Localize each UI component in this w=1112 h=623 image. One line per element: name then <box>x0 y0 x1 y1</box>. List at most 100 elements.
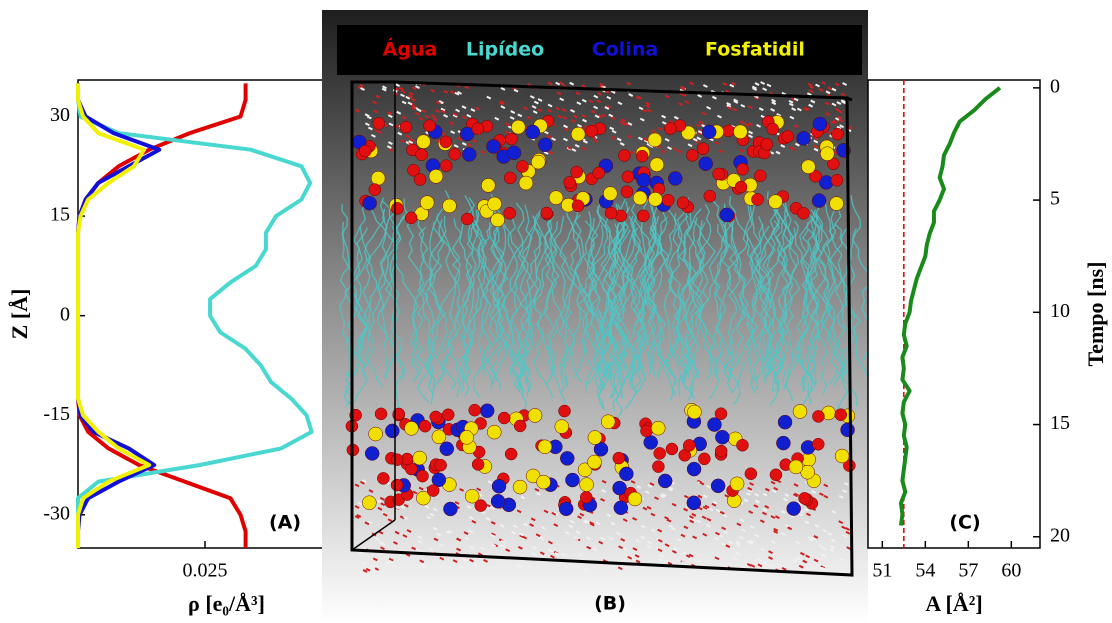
lipid-chain <box>456 203 483 384</box>
water <box>401 100 407 105</box>
lipid-chain <box>823 196 869 377</box>
lipid-chain <box>724 216 754 395</box>
lipid-chain <box>614 223 630 396</box>
water <box>824 101 830 106</box>
lipid-chain <box>358 197 386 366</box>
water <box>632 517 637 521</box>
lipid-chain <box>393 198 422 379</box>
molecules <box>339 81 876 573</box>
x-tick-label: 0.025 <box>182 560 227 582</box>
water <box>692 535 698 540</box>
water <box>380 546 385 551</box>
water <box>418 116 424 121</box>
water <box>722 82 728 86</box>
water <box>596 99 602 104</box>
water <box>811 490 817 494</box>
water <box>706 517 712 522</box>
water <box>770 480 776 485</box>
water <box>661 149 667 154</box>
lipid-chain <box>726 196 747 366</box>
water <box>842 82 848 86</box>
atom <box>698 156 713 171</box>
atom <box>377 472 390 485</box>
water <box>645 101 651 106</box>
water <box>452 112 458 117</box>
water <box>424 114 430 119</box>
water <box>838 494 844 499</box>
water <box>407 94 413 99</box>
water <box>464 536 470 541</box>
water <box>747 105 753 110</box>
lipid-chain <box>384 211 409 381</box>
water <box>638 106 644 111</box>
water <box>712 500 718 505</box>
water <box>500 87 506 91</box>
water <box>452 559 458 564</box>
atom <box>801 452 816 467</box>
water <box>744 123 750 127</box>
simulation-box <box>350 80 854 577</box>
water <box>415 548 421 552</box>
lipid-chain <box>501 204 533 378</box>
water <box>432 117 438 122</box>
lipid-chain <box>601 229 631 411</box>
atom <box>636 172 651 188</box>
water <box>773 527 779 532</box>
panel-b: Água Lipídeo Colina Fosfatidil (B) <box>322 10 876 623</box>
water <box>792 493 798 498</box>
water <box>589 522 595 527</box>
water <box>561 108 567 113</box>
water <box>456 547 461 552</box>
water <box>418 486 424 491</box>
water <box>681 93 687 97</box>
water <box>782 497 788 502</box>
water <box>839 557 845 562</box>
water <box>471 519 477 524</box>
water <box>405 134 411 139</box>
water <box>669 120 675 124</box>
water <box>748 510 754 515</box>
atom <box>712 167 725 181</box>
water <box>830 120 836 125</box>
lipid-chain <box>713 205 731 382</box>
water <box>714 536 720 541</box>
atom <box>503 171 517 185</box>
water <box>464 85 470 90</box>
water <box>659 554 665 558</box>
water <box>754 533 760 538</box>
water <box>721 542 726 546</box>
atom <box>593 441 609 457</box>
water <box>735 540 741 545</box>
water <box>368 489 374 493</box>
water <box>646 108 652 113</box>
atom <box>461 212 474 226</box>
water <box>405 95 411 100</box>
water <box>785 523 791 528</box>
water <box>490 532 496 537</box>
water <box>688 553 694 558</box>
water <box>617 101 623 106</box>
water <box>668 486 674 491</box>
atom <box>701 124 717 140</box>
atom <box>490 212 505 228</box>
water <box>760 547 766 552</box>
water <box>676 537 682 542</box>
atom <box>676 196 690 209</box>
water <box>364 113 370 118</box>
water <box>714 556 720 561</box>
y-tick-label: 15 <box>1050 412 1070 434</box>
water <box>728 540 734 545</box>
water <box>813 139 819 144</box>
water <box>813 147 819 152</box>
water <box>409 138 415 142</box>
water <box>571 148 577 152</box>
water <box>774 515 780 520</box>
water <box>467 142 473 147</box>
water <box>823 494 829 499</box>
lipid-chain <box>583 211 603 391</box>
water <box>581 114 587 119</box>
atom <box>714 407 728 420</box>
water <box>793 483 799 487</box>
water <box>619 142 625 146</box>
atom <box>399 120 413 134</box>
